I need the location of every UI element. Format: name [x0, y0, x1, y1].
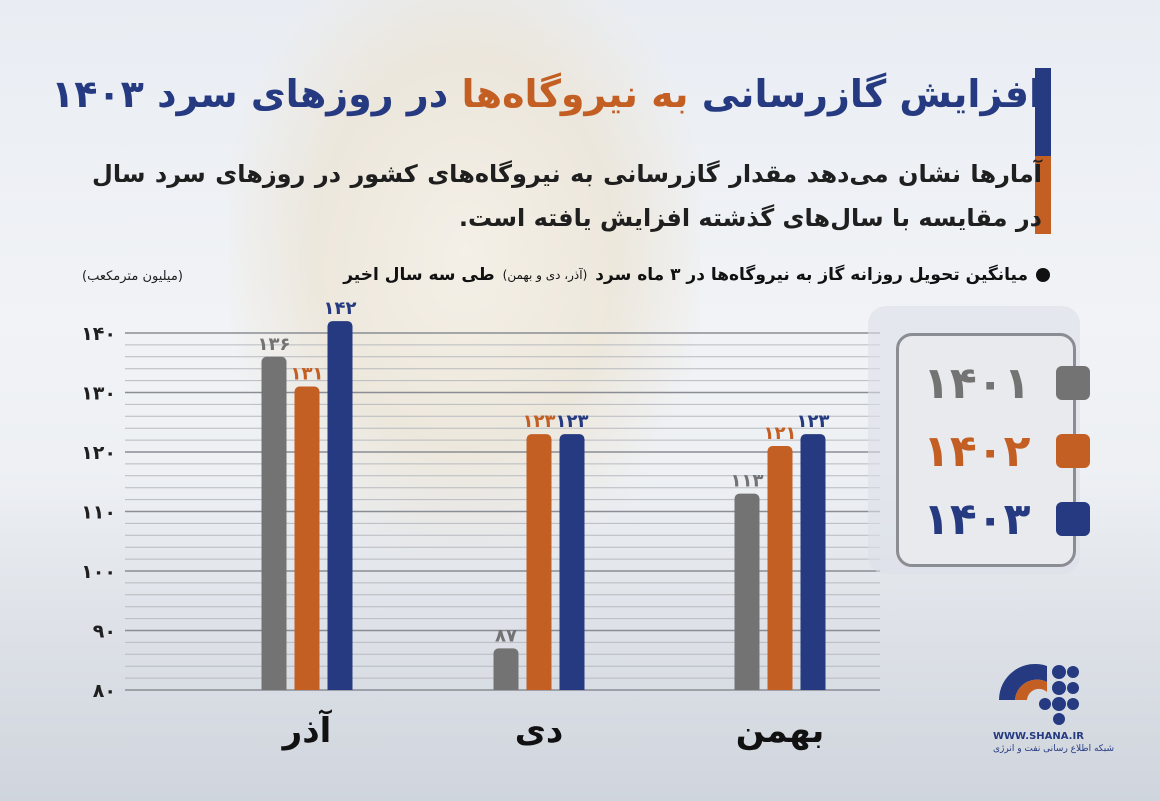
bar	[767, 446, 793, 690]
title-part-1: افزایش گازرسانی	[701, 72, 1043, 116]
caption-main: میانگین تحویل روزانه گاز به نیروگاه‌ها د…	[595, 265, 1028, 285]
bullet-icon	[1036, 268, 1050, 282]
caption-tail: طی سه سال اخیر	[343, 265, 495, 285]
bar	[526, 434, 552, 690]
bar	[493, 648, 519, 690]
bar-base	[327, 684, 353, 690]
legend-item-1401: ۱۴۰۱	[923, 357, 1091, 409]
data-label: ۱۳۶	[258, 334, 291, 355]
bar-base	[559, 684, 585, 690]
data-label: ۱۱۳	[731, 471, 764, 492]
chart-legend: ۱۴۰۱ ۱۴۰۲ ۱۴۰۳	[896, 333, 1091, 567]
y-tick-label: ۱۱۰	[81, 502, 116, 524]
x-category-label: دی	[515, 711, 564, 751]
legend-item-1402: ۱۴۰۲	[923, 425, 1091, 477]
y-tick-label: ۹۰	[93, 621, 116, 643]
bar-base	[526, 684, 552, 690]
bar-base	[294, 684, 320, 690]
chart-caption: میانگین تحویل روزانه گاز به نیروگاه‌ها د…	[343, 265, 1050, 285]
legend-label-1402: ۱۴۰۲	[923, 425, 1031, 477]
legend-swatch-1403	[1056, 502, 1091, 536]
bar-base	[800, 684, 826, 690]
bar	[559, 434, 585, 690]
y-tick-label: ۱۴۰	[81, 323, 116, 345]
data-label: ۸۷	[495, 625, 517, 646]
legend-swatch-1402	[1056, 434, 1091, 468]
bar	[327, 321, 353, 690]
data-label: ۱۲۳	[797, 411, 830, 432]
legend-item-1403: ۱۴۰۳	[923, 493, 1091, 545]
x-category-label: آذر	[281, 709, 333, 751]
data-label: ۱۲۳	[523, 411, 556, 432]
y-tick-label: ۱۳۰	[81, 383, 116, 405]
data-label: ۱۳۱	[291, 364, 324, 385]
bar-base	[767, 684, 793, 690]
legend-label-1401: ۱۴۰۱	[923, 357, 1031, 409]
bar-base	[261, 684, 287, 690]
shana-logo-icon	[998, 663, 1079, 725]
title-part-2: به نیروگاه‌ها	[461, 72, 690, 116]
legend-swatch-1401	[1056, 366, 1091, 400]
page-subtitle: آمارها نشان می‌دهد مقدار گازرسانی به نیر…	[92, 160, 1042, 232]
logo-site-url: WWW.SHANA.IR	[993, 731, 1084, 742]
title-accent-bar	[1035, 68, 1051, 234]
bar	[261, 356, 287, 690]
y-tick-label: ۱۲۰	[81, 442, 116, 464]
page-title: افزایش گازرسانی به نیروگاه‌ها در روزهای …	[51, 72, 1042, 116]
bar-base	[493, 684, 519, 690]
y-axis-unit: (میلیون مترمکعب)	[82, 269, 183, 284]
y-tick-label: ۸۰	[93, 680, 116, 702]
legend-label-1403: ۱۴۰۳	[923, 493, 1031, 545]
bar	[294, 386, 320, 690]
bar	[734, 493, 760, 690]
data-label: ۱۴۲	[324, 298, 357, 319]
bar	[800, 434, 826, 690]
data-label: ۱۲۳	[556, 411, 589, 432]
caption-detail: (آذر، دی و بهمن)	[502, 268, 588, 282]
logo-org-name: شبکه اطلاع رسانی نفت و انرژی	[993, 744, 1114, 754]
y-tick-label: ۱۰۰	[81, 561, 116, 583]
title-part-3: در روزهای سرد ۱۴۰۳	[51, 72, 449, 116]
data-label: ۱۲۱	[764, 423, 797, 444]
x-category-label: بهمن	[736, 711, 825, 751]
bar-base	[734, 684, 760, 690]
